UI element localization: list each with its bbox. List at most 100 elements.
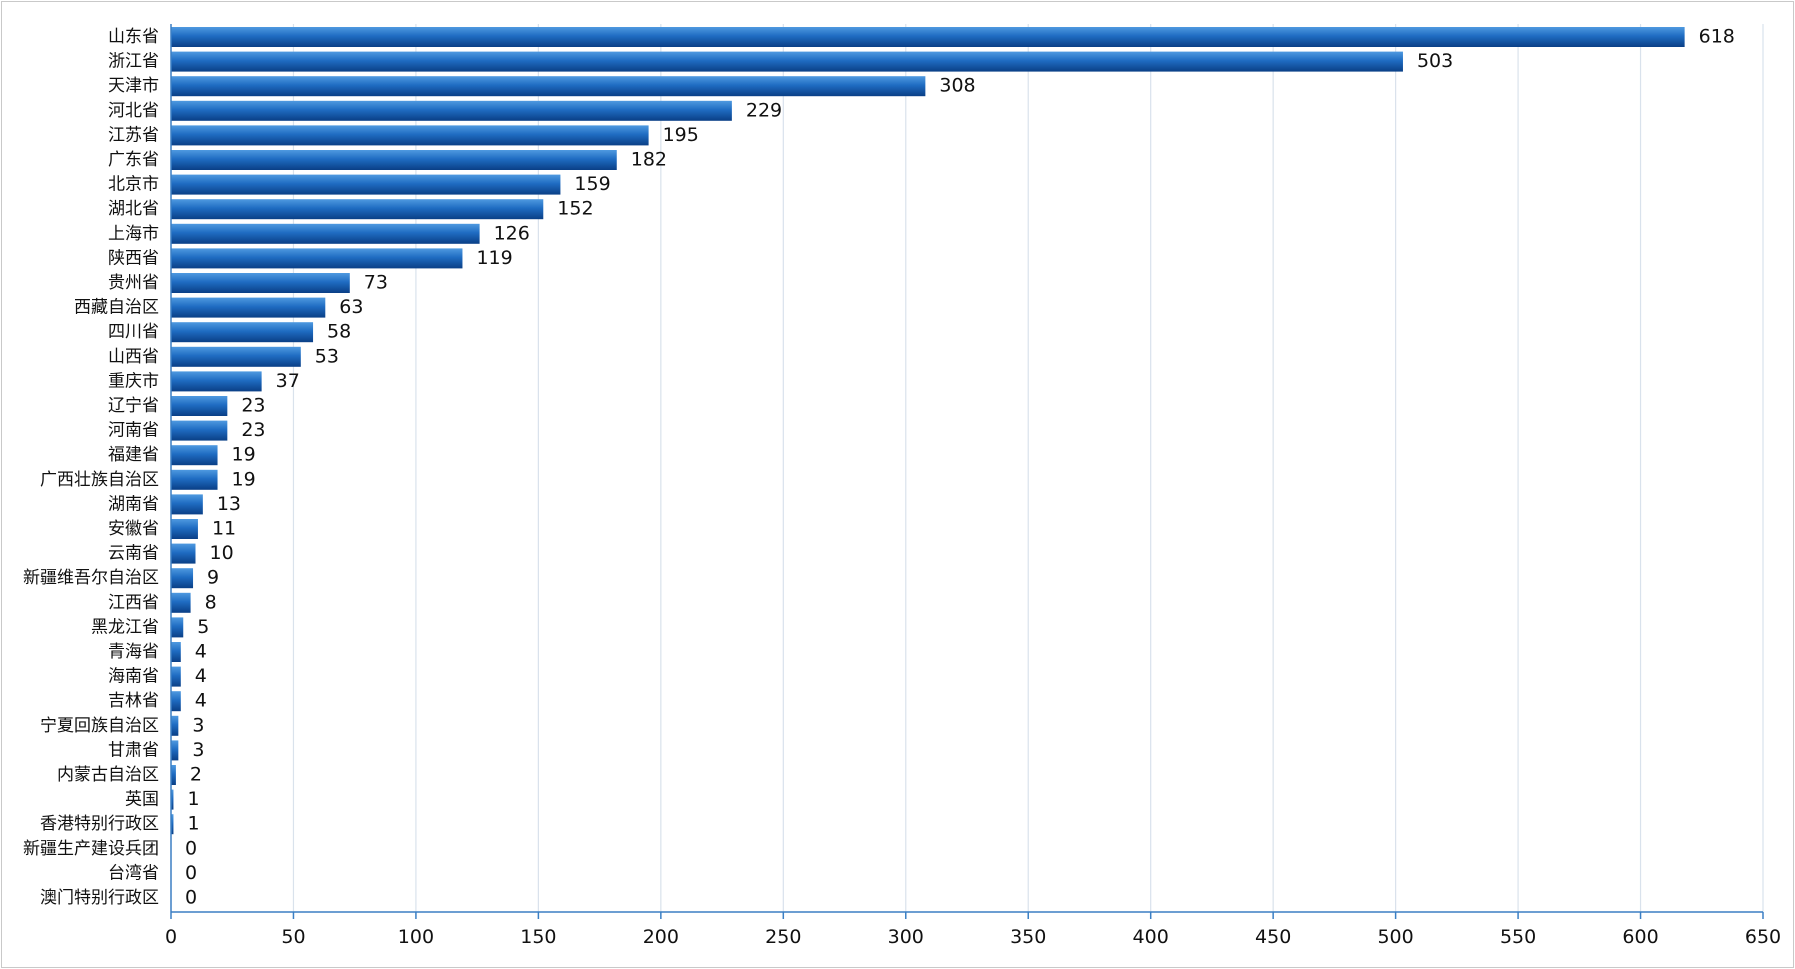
category-label: 湖北省 <box>108 199 159 219</box>
bar <box>171 765 176 785</box>
category-label: 上海市 <box>108 224 159 244</box>
category-labels: 山东省浙江省天津市河北省江苏省广东省北京市湖北省上海市陕西省贵州省西藏自治区四川… <box>23 27 159 908</box>
category-label: 黑龙江省 <box>91 617 159 637</box>
grid-lines <box>292 24 1764 912</box>
data-label: 8 <box>205 591 217 613</box>
bar <box>171 150 617 170</box>
x-tick-label: 250 <box>765 926 801 948</box>
bar <box>171 76 926 97</box>
category-label: 辽宁省 <box>108 396 159 416</box>
bar <box>171 519 198 539</box>
data-label: 0 <box>185 862 197 884</box>
category-label: 湖南省 <box>108 494 159 514</box>
x-tick-label: 50 <box>281 926 305 948</box>
category-label: 北京市 <box>108 175 159 195</box>
category-label: 四川省 <box>108 322 159 342</box>
bar <box>171 125 649 146</box>
x-tick-label: 200 <box>643 926 679 948</box>
category-label: 贵州省 <box>108 273 159 293</box>
data-label: 1 <box>187 788 199 810</box>
data-label: 23 <box>241 419 265 441</box>
data-label: 58 <box>327 321 351 343</box>
data-label: 10 <box>209 542 233 564</box>
bar <box>171 396 228 416</box>
data-label: 0 <box>185 887 197 909</box>
category-label: 内蒙古自治区 <box>57 765 159 785</box>
category-label: 香港特别行政区 <box>40 814 159 834</box>
x-tick-label: 500 <box>1377 926 1413 948</box>
bar <box>171 469 218 490</box>
data-label: 5 <box>197 616 209 638</box>
x-tick-label: 300 <box>888 926 924 948</box>
category-label: 江西省 <box>108 593 159 613</box>
bar <box>171 666 181 687</box>
bar <box>171 642 181 662</box>
x-tick-label: 100 <box>398 926 434 948</box>
data-label: 4 <box>195 641 207 663</box>
data-label: 152 <box>557 198 593 220</box>
value-labels: 6185033082291951821591521261197363585337… <box>185 26 1735 909</box>
x-tick-label: 350 <box>1010 926 1046 948</box>
bar <box>171 27 1685 47</box>
data-label: 503 <box>1417 50 1453 72</box>
bar <box>171 371 262 392</box>
category-label: 重庆市 <box>108 371 159 391</box>
data-label: 1 <box>187 813 199 835</box>
bar <box>171 51 1403 72</box>
bar <box>171 691 181 712</box>
bar <box>171 273 350 293</box>
data-label: 19 <box>232 468 256 490</box>
data-label: 3 <box>192 714 204 736</box>
data-label: 63 <box>339 296 363 318</box>
bar <box>171 248 463 269</box>
bar <box>171 494 203 515</box>
data-label: 3 <box>192 739 204 761</box>
data-label: 23 <box>241 395 265 417</box>
category-label: 山东省 <box>108 27 159 47</box>
data-label: 308 <box>939 75 975 97</box>
category-label: 陕西省 <box>108 248 159 268</box>
bar <box>171 174 561 195</box>
category-label: 新疆生产建设兵团 <box>23 839 159 859</box>
category-label: 英国 <box>125 790 159 810</box>
data-label: 37 <box>276 370 300 392</box>
category-label: 宁夏回族自治区 <box>40 716 159 736</box>
category-label: 浙江省 <box>108 52 159 72</box>
bar <box>171 715 179 736</box>
data-label: 119 <box>476 247 512 269</box>
category-label: 西藏自治区 <box>74 298 159 318</box>
bar <box>171 568 194 589</box>
category-label: 山西省 <box>108 347 159 367</box>
bar <box>171 789 174 810</box>
x-tick-label: 450 <box>1255 926 1291 948</box>
x-tick-label: 0 <box>165 926 177 948</box>
bar <box>171 617 184 638</box>
x-tick-label: 400 <box>1133 926 1169 948</box>
data-label: 229 <box>746 99 782 121</box>
data-label: 182 <box>631 149 667 171</box>
data-label: 13 <box>217 493 241 515</box>
category-label: 天津市 <box>108 76 159 96</box>
category-label: 安徽省 <box>108 519 159 539</box>
category-label: 江苏省 <box>108 125 159 145</box>
category-label: 甘肃省 <box>108 740 159 760</box>
category-label: 云南省 <box>108 544 159 564</box>
x-tick-label: 600 <box>1622 926 1658 948</box>
x-axis: 0 50 100 150 200 250 300 350 400 450 500 550 600 650 <box>165 24 1781 948</box>
bar <box>171 814 174 835</box>
data-label: 126 <box>494 222 530 244</box>
bar <box>171 199 544 220</box>
data-label: 9 <box>207 567 219 589</box>
data-label: 2 <box>190 764 202 786</box>
data-label: 19 <box>232 444 256 466</box>
x-tick-label: 150 <box>520 926 556 948</box>
category-label: 河北省 <box>108 101 159 121</box>
category-label: 吉林省 <box>108 691 159 711</box>
x-tick-label: 550 <box>1500 926 1536 948</box>
category-label: 福建省 <box>108 445 159 465</box>
data-label: 4 <box>195 690 207 712</box>
bar <box>171 445 218 466</box>
bar <box>171 346 301 367</box>
